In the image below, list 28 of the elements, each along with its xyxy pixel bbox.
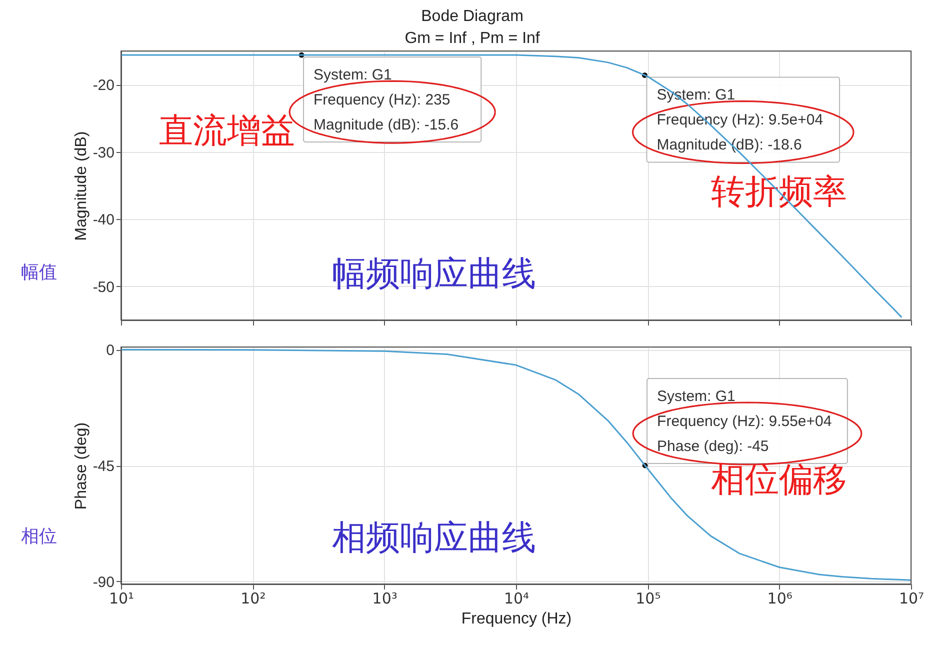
y-tick-label: -45 [92, 458, 114, 475]
y-tick-label: -50 [92, 278, 114, 296]
annotation: 相位偏移 [711, 460, 847, 500]
x-tick-label: 10³ [372, 590, 398, 608]
x-axis-title: Frequency (Hz) [461, 610, 572, 628]
y-tick-label: -30 [92, 144, 114, 162]
x-tick-label: 10¹ [108, 590, 134, 608]
annotation: 直流增益 [159, 111, 295, 151]
text: 幅值 [21, 262, 57, 283]
annotation: System: G1 Frequency (Hz): 235 Magnitude (dB): -15.6 [314, 66, 459, 134]
x-tick-label: 10⁵ [636, 590, 661, 608]
y-tick-label: -20 [92, 77, 114, 94]
annotation: 幅频响应曲线 [332, 254, 536, 294]
chart-subtitle: Gm = Inf , Pm = Inf [404, 30, 540, 47]
x-tick-label: 10⁶ [767, 590, 792, 608]
text: 相位 [21, 526, 57, 547]
x-tick-label: 10⁷ [898, 590, 924, 608]
x-tick-label: 10⁴ [504, 590, 530, 608]
y-tick-label: -90 [92, 574, 114, 591]
annotation: System: G1 Frequency (Hz): 9.55e+04 Phase (deg): -45 [657, 388, 832, 455]
y-axis-title: Phase (deg) [72, 422, 90, 510]
annotation: 相频响应曲线 [332, 518, 536, 558]
y-axis-title: Magnitude (dB) [72, 131, 90, 241]
annotation: 转折频率 [711, 172, 847, 212]
y-tick-label: 0 [106, 342, 114, 360]
y-tick-label: -40 [92, 212, 114, 229]
chart-title: Bode Diagram [421, 8, 524, 25]
x-tick-label: 10² [240, 590, 266, 608]
